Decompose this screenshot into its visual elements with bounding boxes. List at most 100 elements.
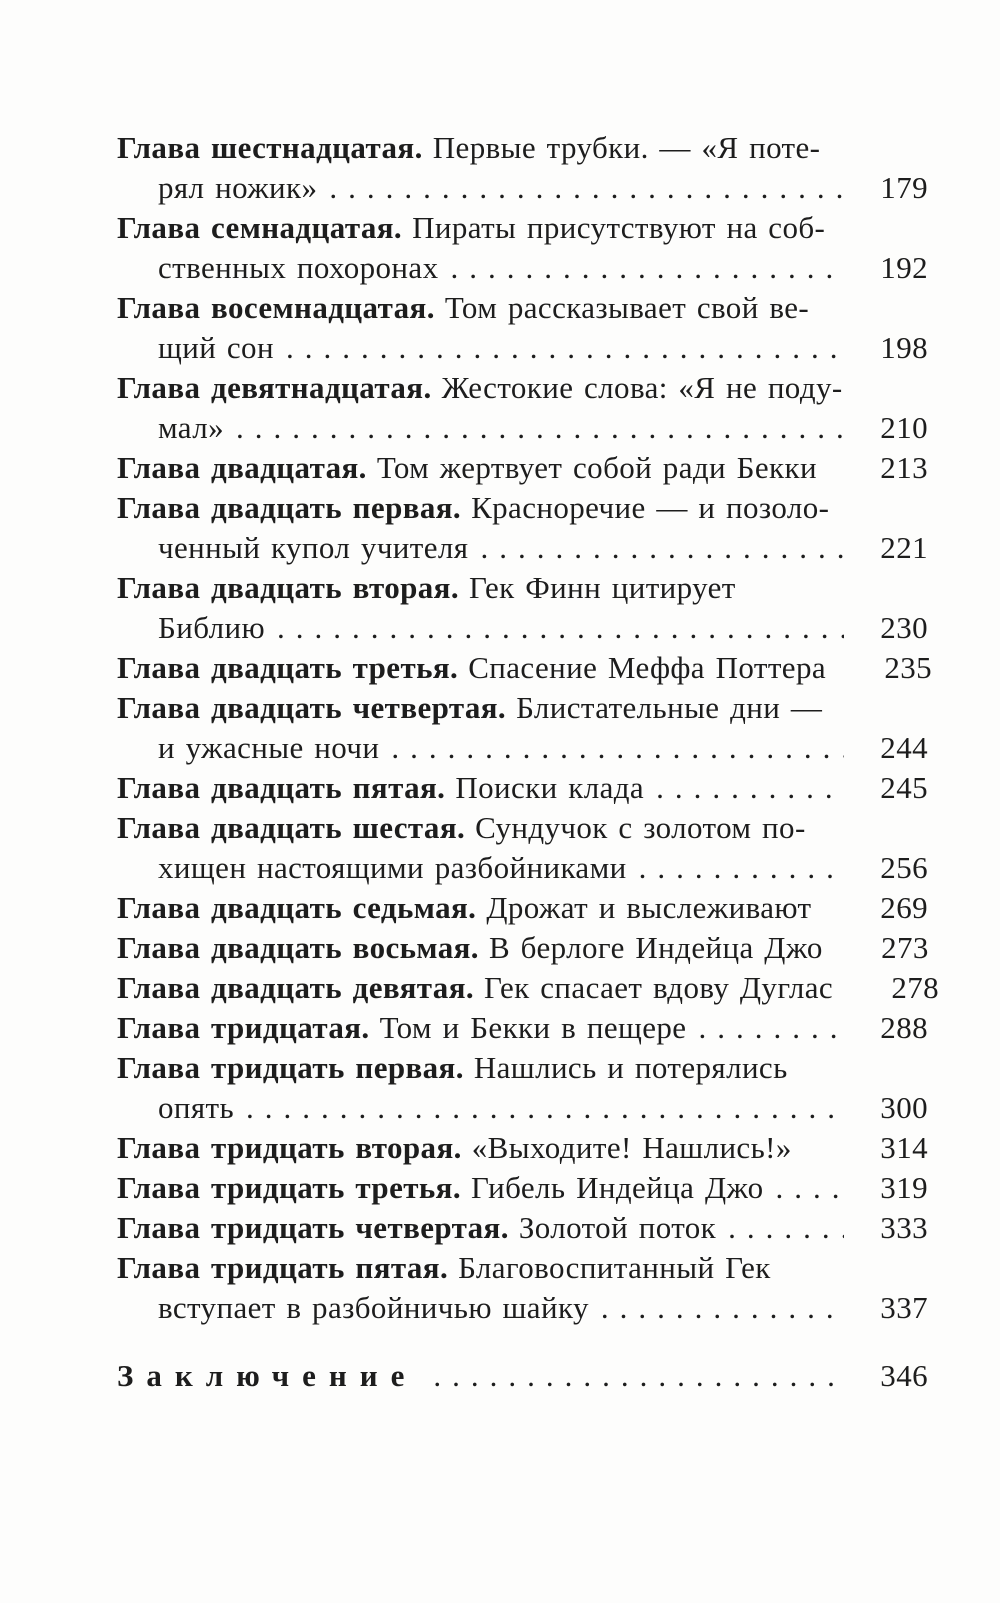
chapter-title: Том рассказывает свой ве- <box>444 290 810 325</box>
chapter-label: Глава двадцать девятая. <box>117 970 475 1005</box>
chapter-label: Глава двадцать вторая. <box>117 570 459 605</box>
chapter-title: Гек Финн цитирует <box>469 570 736 605</box>
dot-leader <box>277 608 844 648</box>
toc-line: рял ножик» 179 <box>117 168 928 208</box>
chapter-label: Глава тридцатая. <box>117 1010 370 1045</box>
toc-line: ственных похоронах 192 <box>117 248 928 288</box>
toc-line: Глава двадцать девятая. Гек спасает вдову… <box>117 968 939 1008</box>
chapter-label: Глава двадцать шестая. <box>117 810 466 845</box>
toc-line: Глава двадцать вторая. Гек Финн цитирует <box>117 568 928 608</box>
page-number: 269 <box>880 890 928 925</box>
toc-line: щий сон 198 <box>117 328 928 368</box>
chapter-title: хищен настоящими разбойниками <box>158 850 627 885</box>
chapter-label: Глава девятнадцатая. <box>117 370 432 405</box>
chapter-label: Глава шестнадцатая. <box>117 130 423 165</box>
chapter-title: рял ножик» <box>158 170 318 205</box>
page-number: 346 <box>880 1358 928 1393</box>
chapter-label: Глава двадцать третья. <box>117 650 459 685</box>
page-number: 192 <box>880 250 928 285</box>
toc-line: опять 300 <box>117 1088 928 1128</box>
toc-line: Глава двадцать шестая. Сундучок с золотом… <box>117 808 928 848</box>
chapter-label: Глава двадцать седьмая. <box>117 890 477 925</box>
chapter-label: Глава тридцать пятая. <box>117 1250 449 1285</box>
toc-line: Глава двадцать третья. Спасение Меффа Пот… <box>117 648 932 688</box>
chapter-title: Гек спасает вдову Дуглас <box>484 970 834 1005</box>
chapter-label: Глава двадцать пятая. <box>117 770 446 805</box>
page-number: 213 <box>880 450 928 485</box>
chapter-title: Дрожат и выслеживают <box>486 890 812 925</box>
page-number: 273 <box>881 930 929 965</box>
page-number: 333 <box>880 1210 928 1245</box>
toc-line: Глава восемнадцатая. Том рассказывает сво… <box>117 288 928 328</box>
chapter-label: Глава тридцать первая. <box>117 1050 464 1085</box>
chapter-title: Жестокие слова: «Я не поду- <box>441 370 843 405</box>
chapter-label: Глава двадцатая. <box>117 450 367 485</box>
chapter-title: ченный купол учителя <box>158 530 469 565</box>
chapter-title: Спасение Меффа Поттера <box>468 650 827 685</box>
page-number: 244 <box>880 730 928 765</box>
dot-leader <box>776 1168 845 1208</box>
chapter-title: Золотой поток <box>518 1210 717 1245</box>
page-number: 256 <box>880 850 928 885</box>
chapter-title: опять <box>158 1090 235 1125</box>
page-number: 245 <box>880 770 928 805</box>
chapter-title: Гибель Индейца Джо <box>470 1170 764 1205</box>
toc-line: Глава тридцать первая. Нашлись и потеряли… <box>117 1048 928 1088</box>
dot-leader <box>698 1008 844 1048</box>
page-number: 198 <box>880 330 928 365</box>
dot-leader <box>391 728 844 768</box>
dot-leader <box>480 528 844 568</box>
chapter-label: Глава тридцать вторая. <box>117 1130 462 1165</box>
chapter-label: Глава двадцать восьмая. <box>117 930 479 965</box>
toc-list: Глава шестнадцатая. Первые трубки. — «Я п… <box>117 128 939 1396</box>
toc-line: Глава семнадцатая. Пираты присутствуют на… <box>117 208 928 248</box>
chapter-title: Библию <box>158 610 266 645</box>
page-number: 235 <box>884 650 933 685</box>
dot-leader <box>656 768 844 808</box>
toc-line: Глава тридцать четвертая. Золотой поток 33… <box>117 1208 928 1248</box>
page-number: 221 <box>880 530 928 565</box>
chapter-title: Нашлись и потерялись <box>473 1050 788 1085</box>
chapter-title: Том и Бекки в пещере <box>379 1010 687 1045</box>
toc-line: Глава шестнадцатая. Первые трубки. — «Я п… <box>117 128 928 168</box>
chapter-title: Сундучок с золотом по- <box>475 810 806 845</box>
toc-line: Глава тридцать третья. Гибель Индейца Джо… <box>117 1168 928 1208</box>
page-number: 288 <box>880 1010 928 1045</box>
toc-line: ченный купол учителя 221 <box>117 528 928 568</box>
chapter-label: Глава тридцать четвертая. <box>117 1210 509 1245</box>
toc-line: Заключение 346 <box>117 1356 928 1396</box>
toc-line: Глава девятнадцатая. Жестокие слова: «Я н… <box>117 368 928 408</box>
toc-line: Глава двадцать седьмая. Дрожат и выслежив… <box>117 888 928 928</box>
dot-leader <box>728 1208 844 1248</box>
page-number: 179 <box>880 170 928 205</box>
dot-leader <box>639 848 844 888</box>
chapter-label: Глава двадцать первая. <box>117 490 462 525</box>
dot-leader <box>450 248 844 288</box>
toc-line: Глава тридцать вторая. «Выходите! Нашлись… <box>117 1128 928 1168</box>
toc-line: Глава двадцать первая. Красноречие — и по… <box>117 488 928 528</box>
toc-line: вступает в разбойничью шайку 337 <box>117 1288 928 1328</box>
toc-line: Глава двадцать пятая. Поиски клада 245 <box>117 768 928 808</box>
toc-line: и ужасные ночи 244 <box>117 728 928 768</box>
toc-line: Глава двадцатая. Том жертвует собой ради … <box>117 448 928 488</box>
toc-line: Глава тридцатая. Том и Бекки в пещере 288 <box>117 1008 928 1048</box>
toc-line: Глава тридцать пятая. Благовоспитанный Ге… <box>117 1248 928 1288</box>
chapter-title: «Выходите! Нашлись!» <box>471 1130 792 1165</box>
page-number: 314 <box>880 1130 928 1165</box>
dot-leader <box>246 1088 844 1128</box>
chapter-title: Первые трубки. — «Я поте- <box>432 130 821 165</box>
chapter-title: Том жертвует собой ради Бекки <box>376 450 817 485</box>
chapter-title: Блистательные дни — <box>516 690 823 725</box>
chapter-title: ственных похоронах <box>158 250 439 285</box>
toc-line: Глава двадцать восьмая. В берлоге Индейца… <box>117 928 928 968</box>
chapter-title: и ужасные ночи <box>158 730 380 765</box>
chapter-title: щий сон <box>158 330 274 365</box>
dot-leader <box>433 1356 844 1396</box>
dot-leader <box>601 1288 844 1328</box>
toc-line: хищен настоящими разбойниками 256 <box>117 848 928 888</box>
dot-leader <box>286 328 844 368</box>
chapter-title: Благовоспитанный Гек <box>458 1250 771 1285</box>
chapter-title: Пираты присутствуют на соб- <box>412 210 826 245</box>
dot-leader <box>329 168 844 208</box>
